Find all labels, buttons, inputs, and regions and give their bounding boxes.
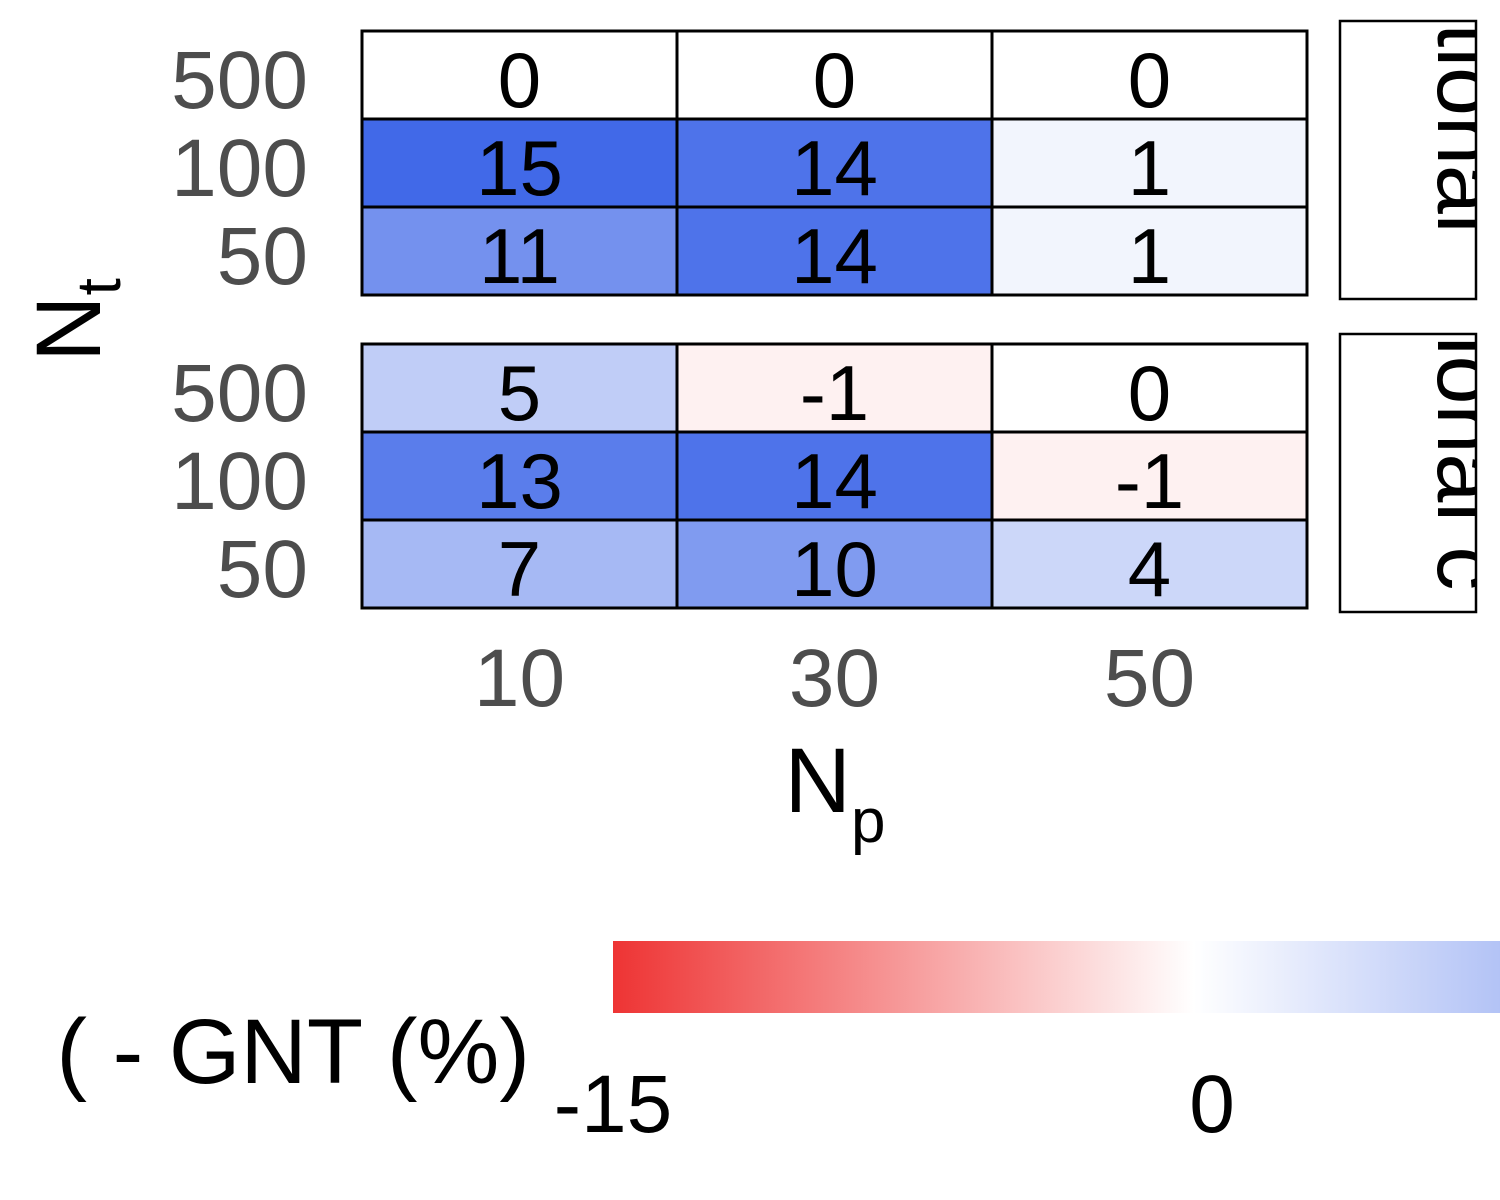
y-tick-label: 100 <box>171 123 308 214</box>
cell-value-label: 11 <box>479 212 560 300</box>
heatmap-cell <box>675 518 994 610</box>
heatmap-cell <box>360 430 679 522</box>
facet-strip <box>1338 19 1478 301</box>
y-tick-label: 500 <box>171 348 308 439</box>
legend-tick-label: 0 <box>1189 1059 1235 1150</box>
y-axis-title-main: N <box>18 295 120 361</box>
legend-colorbar <box>613 941 1500 1013</box>
heatmap-cell <box>360 518 679 610</box>
y-axis-title: Nt <box>18 278 134 362</box>
legend-title: ( - GNT (%) <box>56 1001 530 1103</box>
cell-value-label: 1 <box>1128 124 1171 212</box>
legend: ( - GNT (%) -15 0 <box>56 941 1500 1150</box>
legend-tick-label: -15 <box>554 1059 673 1150</box>
cell-value-label: 0 <box>813 36 856 124</box>
x-tick-label: 10 <box>474 633 565 724</box>
y-tick-label: 100 <box>171 436 308 527</box>
heatmap-cell <box>360 29 679 121</box>
x-tick-label: 30 <box>789 633 880 724</box>
x-tick-label: 50 <box>1104 633 1195 724</box>
cell-value-label: 14 <box>791 437 878 525</box>
cell-value-label: -1 <box>1115 437 1184 525</box>
cell-value-label: 13 <box>476 437 563 525</box>
heatmap-cell <box>675 29 994 121</box>
cell-value-label: 14 <box>791 124 878 212</box>
heatmap-cell <box>675 342 994 434</box>
cell-value-label: 7 <box>498 525 541 613</box>
heatmap-cell <box>990 29 1309 121</box>
facet-strip <box>1338 332 1478 614</box>
cell-value-label: 0 <box>498 36 541 124</box>
y-tick-label: 50 <box>217 524 308 615</box>
cell-value-label: -1 <box>800 349 869 437</box>
y-tick-label: 500 <box>171 35 308 126</box>
x-axis-title: Np <box>785 730 886 856</box>
heatmap-cell <box>675 205 994 297</box>
x-axis-ticks: 10 30 50 <box>474 633 1195 724</box>
cell-value-label: 14 <box>791 212 878 300</box>
cell-value-label: 4 <box>1128 525 1171 613</box>
y-tick-label: 50 <box>217 211 308 302</box>
cell-value-label: 0 <box>1128 36 1171 124</box>
cell-value-label: 0 <box>1128 349 1171 437</box>
cell-value-label: 1 <box>1128 212 1171 300</box>
y-axis-title-sub: t <box>65 278 134 295</box>
cell-value-label: 15 <box>476 124 563 212</box>
facet-strip-label: tional <box>1419 23 1500 233</box>
x-axis-title-main: N <box>785 730 851 832</box>
x-axis-title-sub: p <box>851 787 885 856</box>
heatmap-cell <box>990 518 1309 610</box>
heatmap-cell <box>990 205 1309 297</box>
heatmap-cell <box>990 430 1309 522</box>
facet-strip-label: ional c <box>1419 336 1500 590</box>
cell-value-label: 5 <box>498 349 541 437</box>
cell-value-label: 10 <box>791 525 878 613</box>
heatmap-cell <box>990 117 1309 209</box>
heatmap-cell <box>360 205 679 297</box>
